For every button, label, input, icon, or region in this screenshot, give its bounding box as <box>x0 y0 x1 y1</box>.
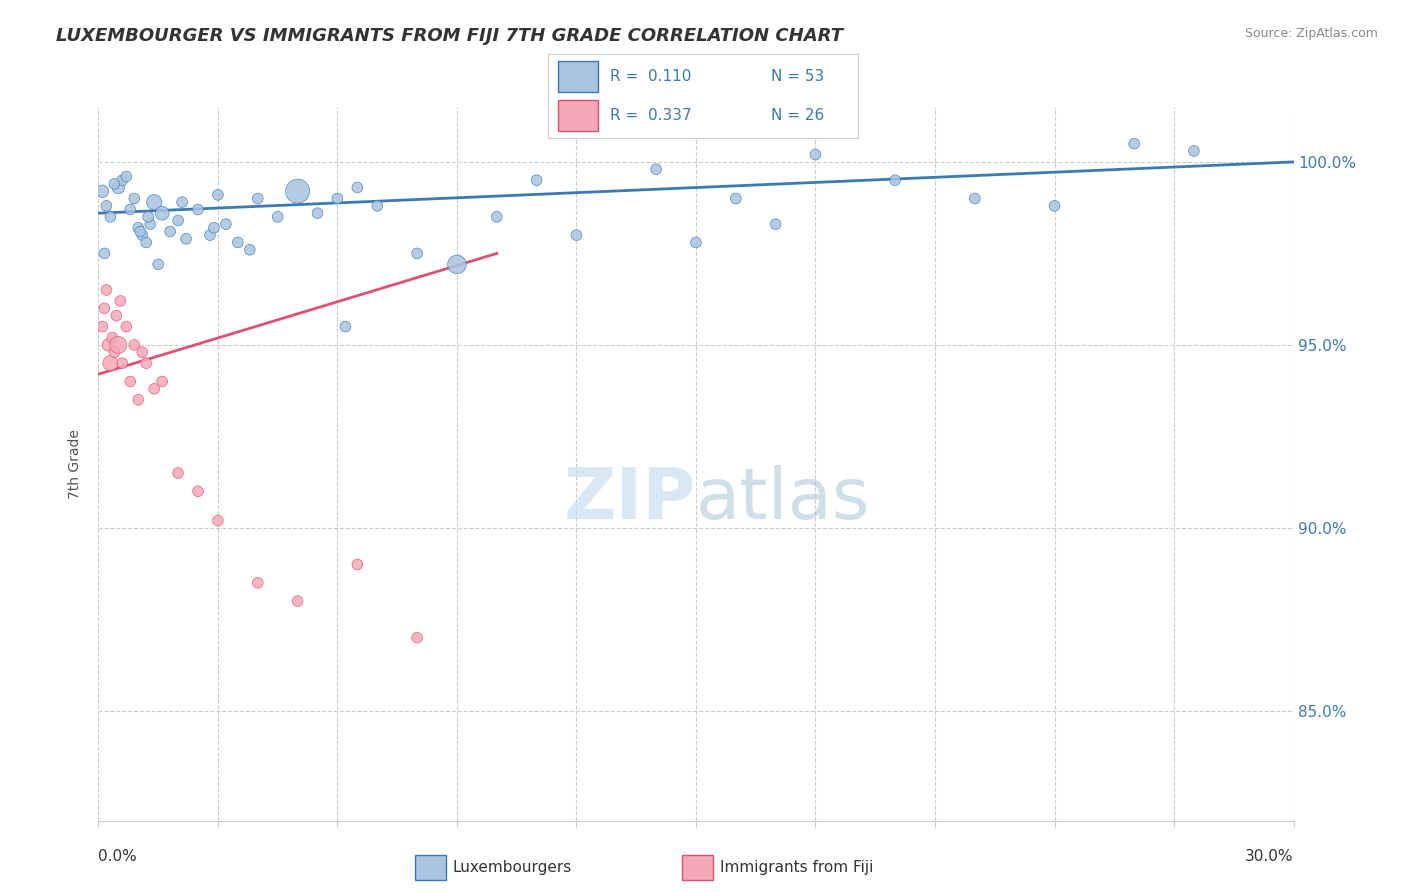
Point <box>103 177 125 191</box>
Point <box>239 243 262 257</box>
Point <box>111 356 134 370</box>
Point <box>97 338 120 352</box>
Point <box>135 356 157 370</box>
Point <box>150 206 173 220</box>
Point <box>150 375 173 389</box>
Point <box>207 187 229 202</box>
Point <box>406 631 429 645</box>
Point <box>101 330 124 344</box>
Point <box>115 169 138 184</box>
Point <box>1043 199 1066 213</box>
Point <box>111 173 134 187</box>
Point <box>963 192 986 206</box>
Point <box>127 392 149 407</box>
Point <box>215 217 238 231</box>
Point <box>93 301 115 316</box>
Point <box>129 224 152 238</box>
Point <box>884 173 907 187</box>
Point <box>96 199 118 213</box>
Point <box>366 199 388 213</box>
FancyBboxPatch shape <box>558 100 598 130</box>
Point <box>167 213 190 227</box>
Point <box>110 293 132 308</box>
Point <box>287 184 309 198</box>
Point <box>143 382 166 396</box>
Point <box>96 283 118 297</box>
Point <box>1123 136 1146 151</box>
Point <box>139 217 162 231</box>
Point <box>124 192 146 206</box>
Point <box>143 195 166 210</box>
Point <box>198 228 221 243</box>
Text: N = 26: N = 26 <box>770 108 824 123</box>
Point <box>135 235 157 250</box>
Y-axis label: 7th Grade: 7th Grade <box>69 429 83 499</box>
FancyBboxPatch shape <box>558 62 598 92</box>
Point <box>287 594 309 608</box>
Text: ZIP: ZIP <box>564 465 696 534</box>
Point <box>120 375 142 389</box>
Point <box>172 195 194 210</box>
Point <box>226 235 249 250</box>
Text: R =  0.337: R = 0.337 <box>610 108 692 123</box>
Point <box>335 319 357 334</box>
Point <box>326 192 349 206</box>
Text: R =  0.110: R = 0.110 <box>610 69 692 84</box>
Text: Source: ZipAtlas.com: Source: ZipAtlas.com <box>1244 27 1378 40</box>
Point <box>645 162 668 177</box>
Text: 30.0%: 30.0% <box>1246 849 1294 864</box>
Point <box>174 232 197 246</box>
Point <box>167 466 190 480</box>
Point <box>159 224 181 238</box>
Point <box>93 246 115 260</box>
Point <box>685 235 707 250</box>
Point <box>98 356 122 370</box>
Point <box>485 210 508 224</box>
Point <box>98 210 122 224</box>
Point <box>207 514 229 528</box>
Point <box>187 202 209 217</box>
Point <box>1182 144 1205 158</box>
Point <box>446 257 468 271</box>
Point <box>565 228 588 243</box>
Point <box>131 345 153 359</box>
Point <box>246 575 269 590</box>
Point <box>267 210 290 224</box>
Text: N = 53: N = 53 <box>770 69 824 84</box>
Point <box>187 484 209 499</box>
Point <box>131 228 153 243</box>
Point <box>103 345 125 359</box>
Text: LUXEMBOURGER VS IMMIGRANTS FROM FIJI 7TH GRADE CORRELATION CHART: LUXEMBOURGER VS IMMIGRANTS FROM FIJI 7TH… <box>56 27 844 45</box>
Point <box>136 210 159 224</box>
Point <box>246 192 269 206</box>
Point <box>120 202 142 217</box>
Point <box>202 220 225 235</box>
Point <box>124 338 146 352</box>
Text: atlas: atlas <box>696 465 870 534</box>
Point <box>724 192 747 206</box>
Point <box>107 338 129 352</box>
Point <box>526 173 548 187</box>
Point <box>107 180 129 194</box>
Point <box>406 246 429 260</box>
Point <box>91 184 114 198</box>
Point <box>765 217 787 231</box>
Text: 0.0%: 0.0% <box>98 849 138 864</box>
Point <box>346 180 368 194</box>
Point <box>105 309 128 323</box>
Text: Luxembourgers: Luxembourgers <box>453 861 572 875</box>
Point <box>307 206 329 220</box>
Point <box>91 319 114 334</box>
Point <box>115 319 138 334</box>
Point <box>346 558 368 572</box>
Point <box>804 147 827 161</box>
Point <box>148 257 170 271</box>
Point <box>127 220 149 235</box>
Text: Immigrants from Fiji: Immigrants from Fiji <box>720 861 873 875</box>
